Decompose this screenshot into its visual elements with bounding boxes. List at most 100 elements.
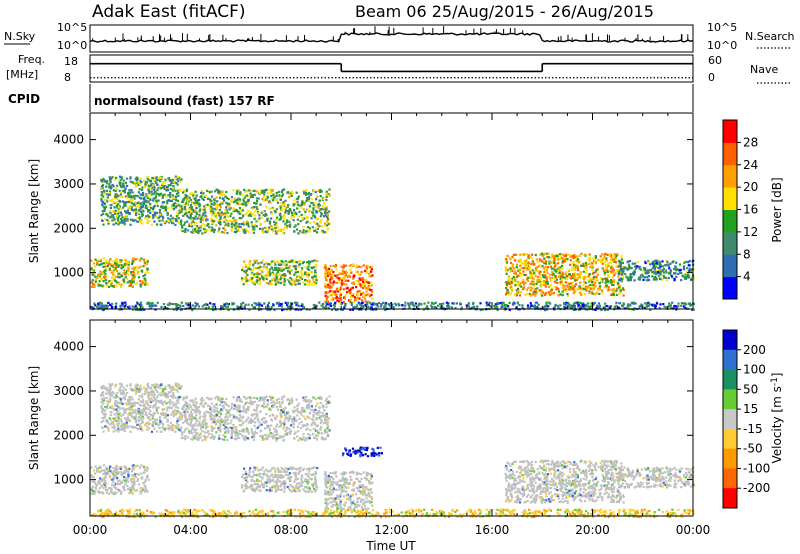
echo-cell bbox=[343, 277, 346, 280]
echo-cell bbox=[102, 412, 105, 415]
echo-cell bbox=[526, 258, 529, 261]
echo-cell bbox=[239, 203, 242, 206]
echo-cell bbox=[144, 480, 147, 483]
echo-cell bbox=[120, 490, 123, 493]
echo-cell bbox=[343, 276, 346, 279]
echo-cell bbox=[163, 306, 166, 309]
echo-cell bbox=[583, 293, 587, 296]
echo-cell bbox=[543, 305, 546, 308]
echo-cell bbox=[319, 221, 322, 224]
echo-cell bbox=[633, 271, 636, 274]
echo-cell bbox=[292, 216, 295, 219]
echo-cell bbox=[355, 286, 358, 289]
echo-cell bbox=[243, 270, 246, 273]
echo-cell bbox=[619, 277, 622, 280]
echo-cell bbox=[312, 214, 315, 217]
echo-cell bbox=[275, 232, 278, 235]
echo-cell bbox=[312, 278, 315, 281]
echo-cell bbox=[115, 275, 119, 278]
echo-cell bbox=[611, 271, 615, 275]
echo-cell bbox=[112, 260, 115, 263]
echo-cell bbox=[218, 208, 222, 211]
echo-cell bbox=[327, 285, 330, 289]
echo-cell bbox=[118, 483, 121, 486]
echo-cell bbox=[272, 197, 275, 200]
echo-cell bbox=[153, 395, 156, 398]
echo-cell bbox=[644, 267, 647, 270]
echo-cell bbox=[200, 191, 203, 194]
echo-cell bbox=[143, 179, 146, 182]
echo-cell bbox=[222, 197, 225, 200]
echo-cell bbox=[128, 205, 131, 208]
echo-cell bbox=[347, 275, 350, 278]
echo-cell bbox=[263, 190, 266, 193]
echo-cell bbox=[269, 224, 272, 228]
echo-cell bbox=[115, 193, 118, 196]
echo-cell bbox=[515, 292, 519, 295]
echo-cell bbox=[509, 270, 512, 273]
echo-cell bbox=[160, 194, 163, 197]
echo-cell bbox=[655, 277, 658, 280]
echo-cell bbox=[535, 258, 538, 261]
echo-cell bbox=[305, 200, 308, 203]
echo-cell bbox=[325, 195, 328, 198]
echo-cell bbox=[329, 265, 332, 268]
echo-cell bbox=[571, 286, 574, 289]
echo-cell bbox=[177, 191, 180, 194]
echo-cell bbox=[554, 255, 557, 259]
echo-cell bbox=[649, 308, 652, 311]
echo-cell bbox=[305, 188, 308, 191]
echo-cell bbox=[117, 427, 120, 430]
echo-cell bbox=[113, 419, 117, 422]
echo-cell bbox=[568, 288, 571, 291]
echo-cell bbox=[126, 488, 129, 491]
echo-cell bbox=[281, 228, 284, 231]
echo-cell bbox=[117, 208, 120, 211]
echo-cell bbox=[335, 276, 338, 279]
echo-cell bbox=[559, 282, 562, 285]
echo-cell bbox=[141, 186, 144, 189]
echo-cell bbox=[169, 214, 172, 217]
echo-cell bbox=[111, 478, 114, 481]
echo-cell bbox=[126, 193, 130, 196]
echo-cell bbox=[526, 304, 530, 307]
echo-cell bbox=[526, 306, 529, 309]
echo-cell bbox=[207, 190, 210, 193]
echo-cell bbox=[328, 194, 331, 197]
echo-cell bbox=[185, 188, 188, 191]
echo-cell bbox=[534, 306, 537, 309]
echo-cell bbox=[111, 276, 114, 280]
echo-cell bbox=[218, 214, 221, 217]
echo-cell bbox=[269, 262, 272, 265]
echo-cell bbox=[139, 280, 142, 283]
echo-cell bbox=[565, 301, 568, 304]
echo-cell bbox=[277, 190, 280, 193]
echo-cell bbox=[608, 306, 611, 309]
echo-cell bbox=[136, 266, 139, 269]
echo-cell bbox=[155, 419, 159, 422]
echo-cell bbox=[179, 308, 183, 312]
echo-cell bbox=[609, 254, 613, 257]
echo-cell bbox=[330, 294, 333, 297]
echo-cell bbox=[268, 271, 271, 274]
echo-cell bbox=[626, 305, 630, 308]
echo-cell bbox=[133, 404, 136, 407]
echo-cell bbox=[588, 262, 591, 266]
echo-cell bbox=[573, 277, 576, 280]
echo-cell bbox=[133, 415, 136, 419]
echo-cell bbox=[227, 222, 230, 225]
echo-cell bbox=[265, 227, 268, 230]
echo-cell bbox=[315, 305, 318, 308]
echo-cell bbox=[318, 209, 321, 212]
echo-cell bbox=[123, 423, 126, 426]
echo-cell bbox=[348, 289, 351, 292]
echo-cell bbox=[523, 253, 526, 256]
echo-cell bbox=[590, 302, 593, 305]
echo-cell bbox=[172, 194, 175, 197]
echo-cell bbox=[127, 476, 130, 479]
echo-cell bbox=[141, 280, 144, 283]
echo-cell bbox=[281, 309, 284, 312]
echo-cell bbox=[566, 284, 569, 287]
echo-cell bbox=[585, 287, 589, 290]
echo-cell bbox=[244, 265, 247, 269]
